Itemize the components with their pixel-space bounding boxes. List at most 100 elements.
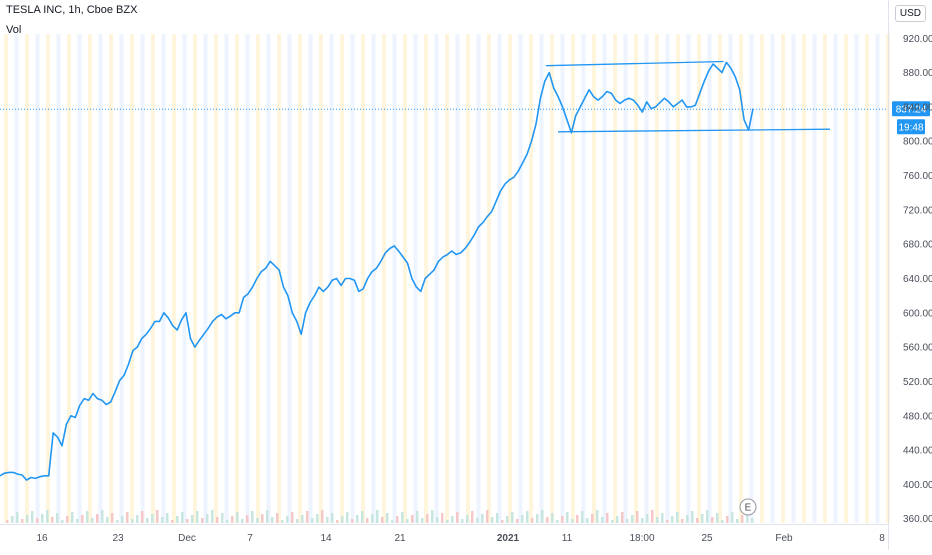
volume-bar <box>731 512 734 523</box>
session-band <box>613 34 617 523</box>
volume-bar <box>306 511 309 523</box>
session-band <box>46 34 50 523</box>
volume-bar <box>111 513 114 523</box>
y-tick-label: 560.00 <box>903 343 932 354</box>
volume-bar <box>631 515 634 523</box>
volume-bar <box>396 516 399 523</box>
x-tick-label: Feb <box>775 533 793 544</box>
volume-bar <box>521 515 524 523</box>
volume-bar <box>656 517 659 523</box>
volume-bar <box>341 516 344 523</box>
session-band <box>582 34 586 523</box>
session-band <box>750 34 754 523</box>
session-band <box>876 34 880 523</box>
x-tick-label: 16 <box>36 533 48 544</box>
session-band <box>456 34 460 523</box>
volume-bar <box>181 512 184 523</box>
session-band <box>729 34 733 523</box>
volume-bar <box>311 518 314 523</box>
volume-bars <box>6 510 754 523</box>
y-tick-label: 840.00 <box>903 102 932 113</box>
currency-button[interactable]: USD <box>895 5 926 22</box>
volume-bar <box>526 511 529 523</box>
session-band <box>487 34 491 523</box>
session-band <box>466 34 470 523</box>
volume-bar <box>421 518 424 523</box>
volume-bar <box>561 516 564 523</box>
volume-bar <box>206 514 209 523</box>
volume-bar <box>581 511 584 523</box>
y-tick-label: 440.00 <box>903 446 932 457</box>
volume-bar <box>591 514 594 523</box>
x-tick-label: 14 <box>320 533 332 544</box>
volume-bar <box>641 518 644 523</box>
volume-bar <box>326 517 329 523</box>
volume-bar <box>681 519 684 523</box>
y-tick-label: 480.00 <box>903 411 932 422</box>
volume-bar <box>176 516 179 523</box>
volume-bar <box>576 515 579 523</box>
session-band <box>246 34 250 523</box>
volume-bar <box>251 511 254 523</box>
y-tick-label: 920.00 <box>903 34 932 45</box>
volume-bar <box>231 516 234 523</box>
volume-bar <box>346 512 349 523</box>
x-tick-label: 21 <box>394 533 406 544</box>
volume-bar <box>376 510 379 523</box>
volume-bar <box>611 520 614 523</box>
volume-bar <box>226 520 229 523</box>
volume-bar <box>711 517 714 523</box>
volume-bar <box>286 516 289 523</box>
y-tick-label: 360.00 <box>903 514 932 525</box>
volume-bar <box>196 511 199 523</box>
y-tick-label: 760.00 <box>903 171 932 182</box>
x-tick-label: 23 <box>112 533 124 544</box>
volume-bar <box>256 518 259 523</box>
session-band <box>298 34 302 523</box>
volume-bar <box>366 518 369 523</box>
session-band <box>477 34 481 523</box>
volume-bar <box>466 515 469 523</box>
session-band <box>340 34 344 523</box>
volume-bar <box>506 516 509 523</box>
volume-bar <box>621 512 624 523</box>
volume-bar <box>486 510 489 523</box>
session-band <box>330 34 334 523</box>
volume-bar <box>266 510 269 523</box>
volume-bar <box>106 517 109 523</box>
volume-bar <box>276 513 279 523</box>
volume-bar <box>476 518 479 523</box>
session-band <box>36 34 40 523</box>
volume-bar <box>36 518 39 523</box>
session-band <box>571 34 575 523</box>
volume-bar <box>56 513 59 523</box>
session-band <box>309 34 313 523</box>
session-band <box>414 34 418 523</box>
volume-bar <box>491 517 494 523</box>
volume-bar <box>21 519 24 523</box>
volume-label: Vol <box>6 24 21 36</box>
x-tick-label: 2021 <box>497 533 520 544</box>
volume-bar <box>551 513 554 523</box>
volume-bar <box>586 518 589 523</box>
session-band <box>529 34 533 523</box>
volume-bar <box>411 515 414 523</box>
x-tick-label: 25 <box>701 533 713 544</box>
volume-bar <box>336 520 339 523</box>
volume-bar <box>81 515 84 523</box>
volume-bar <box>691 511 694 523</box>
volume-bar <box>156 510 159 523</box>
session-band <box>120 34 124 523</box>
volume-bar <box>566 512 569 523</box>
volume-bar <box>61 520 64 523</box>
volume-bar <box>191 515 194 523</box>
session-band <box>130 34 134 523</box>
volume-bar <box>216 517 219 523</box>
session-band <box>267 34 271 523</box>
volume-bar <box>281 520 284 523</box>
x-tick-label: 7 <box>247 533 253 544</box>
trend-line[interactable] <box>558 129 830 132</box>
session-band <box>361 34 365 523</box>
